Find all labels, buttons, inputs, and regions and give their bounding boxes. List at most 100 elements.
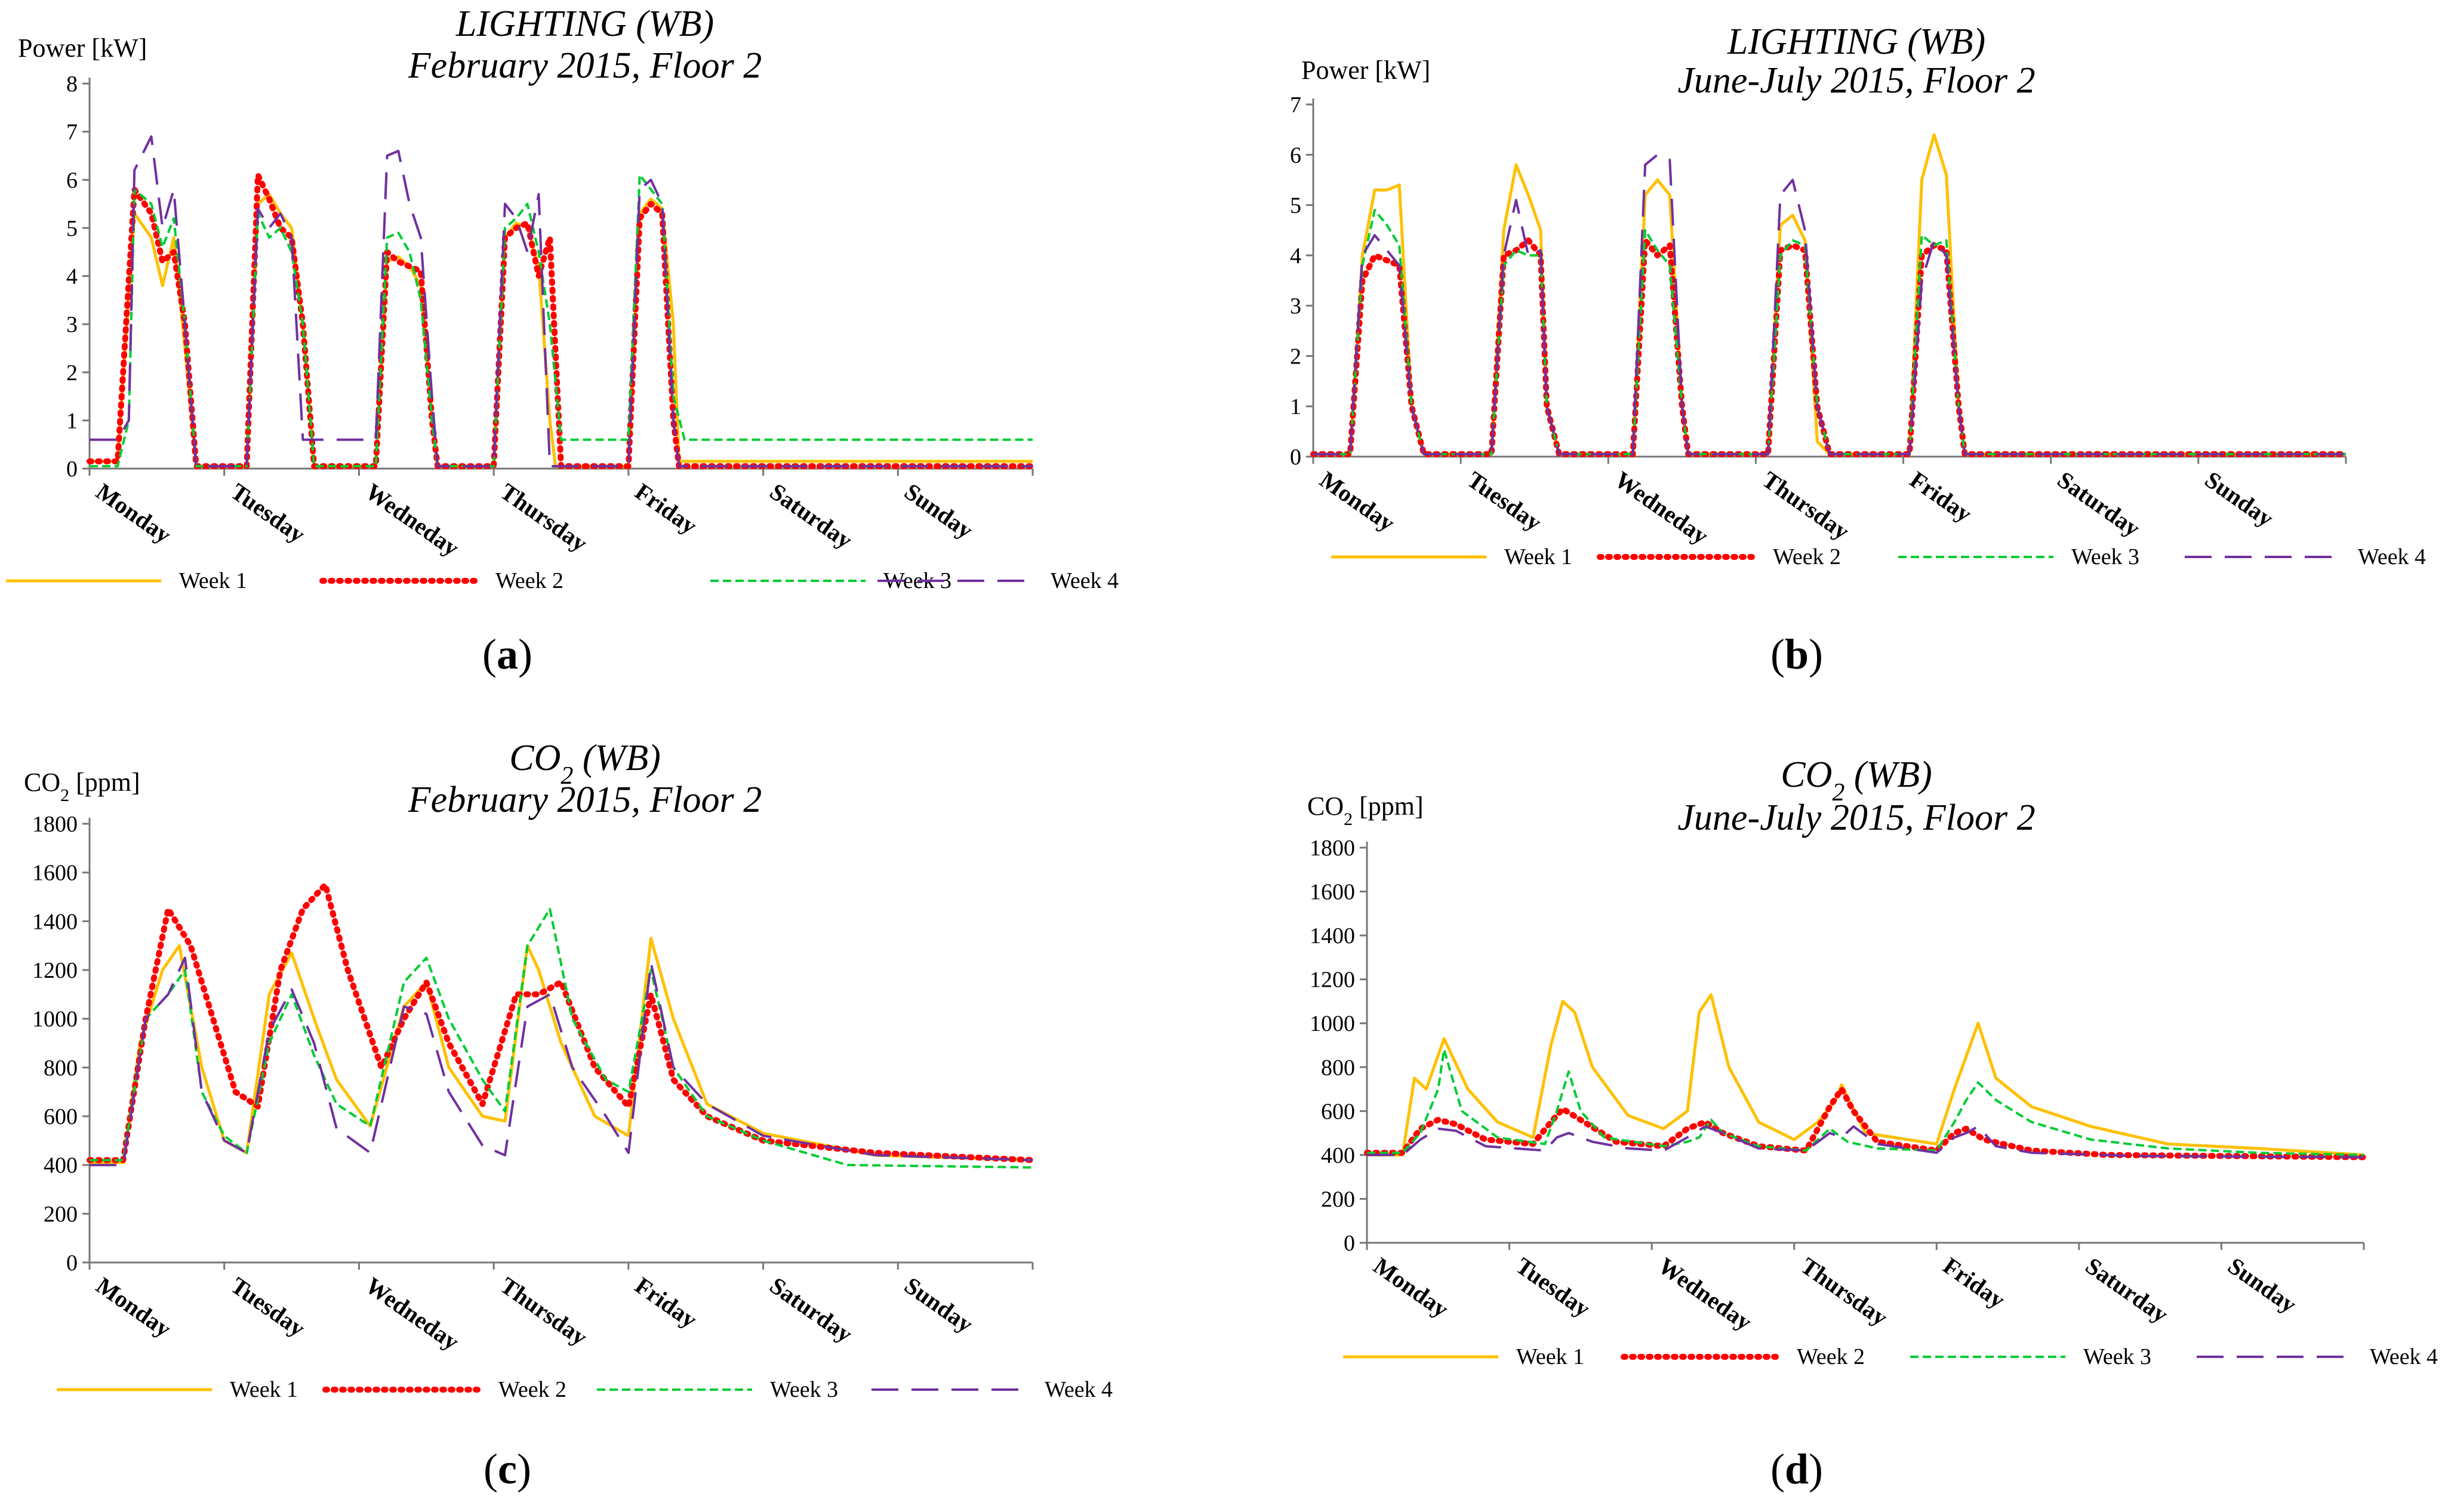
y-tick-label: 1400 [1310,923,1355,949]
chart-subtitle: February 2015, Floor 2 [408,780,762,820]
y-tick-label: 1200 [32,958,78,983]
chart-panel-b: LIGHTING (WB)June-July 2015, Floor 2 Powe… [1290,21,2426,678]
legend-label-week-2: Week 2 [498,1377,566,1402]
y-tick-label: 1600 [32,861,78,886]
chart-title: LIGHTING (WB) [1727,21,1985,62]
legend-label-week-1: Week 1 [230,1377,298,1402]
x-tick-label: Tuesday [1462,466,1547,537]
x-tick-label: Thursday [1757,466,1854,546]
y-tick-label: 3 [66,312,78,337]
x-tick-label: Tuesday [226,478,310,549]
x-tick-label: Saturday [2053,466,2145,542]
y-tick-label: 1000 [32,1007,78,1032]
y-tick-label: 1800 [32,812,78,837]
legend-label-week-4: Week 4 [1051,568,1119,593]
x-tick-label: Saturday [2081,1252,2173,1328]
y-tick-label: 400 [1321,1143,1355,1168]
series-line-week-4 [90,135,1033,467]
x-tick-label: Friday [1905,466,1976,528]
x-tick-label: Saturday [765,1272,857,1348]
y-tick-label: 1200 [1310,968,1355,993]
series-line-week-4 [1367,1125,2364,1159]
y-tick-label: 600 [1321,1099,1355,1124]
series-line-week-4 [90,956,1033,1166]
x-tick-label: Sunday [2223,1252,2301,1319]
y-tick-label: 0 [1290,445,1301,470]
x-tick-label: Wedneday [1610,466,1713,550]
legend-label-week-4: Week 4 [2358,544,2426,569]
y-tick-label: 800 [1321,1055,1355,1080]
y-tick-label: 200 [44,1202,78,1227]
chart-panel-a: LIGHTING (WB)February 2015, Floor 2 Power… [6,4,1119,678]
y-tick-label: 0 [1344,1231,1355,1256]
x-tick-label: Tuesday [226,1272,310,1342]
series-line-week-1 [1313,133,2346,456]
y-tick-label: 6 [66,168,78,193]
chart-subtitle: June-July 2015, Floor 2 [1677,797,2035,838]
y-tick-label: 1 [1290,395,1301,420]
series-line-week-1 [90,937,1033,1165]
y-tick-label: 4 [66,264,78,290]
x-tick-label: Tuesday [1511,1252,1595,1323]
y-tick-label: 2 [1290,344,1301,369]
y-axis-label: CO2 [ppm] [24,768,140,805]
x-tick-label: Friday [630,1272,702,1334]
x-tick-label: Wedneday [361,478,464,562]
legend-label-week-1: Week 1 [179,568,247,593]
legend-label-week-3: Week 3 [2071,544,2139,569]
y-axis-label: Power [kW] [18,33,147,63]
x-tick-label: Monday [1369,1252,1454,1323]
y-tick-label: 0 [66,1251,78,1276]
panel-label: (c) [484,1445,531,1493]
legend-label-week-2: Week 2 [1773,544,1841,569]
y-tick-label: 4 [1290,244,1301,269]
y-tick-label: 1400 [32,909,78,934]
series-line-week-3 [90,907,1033,1169]
panel-label: (d) [1770,1445,1823,1493]
y-tick-label: 1600 [1310,880,1355,905]
y-tick-label: 400 [44,1153,78,1178]
y-tick-label: 7 [1290,93,1301,118]
y-tick-label: 1 [66,408,78,433]
series-line-week-2 [1364,1086,2367,1160]
y-tick-label: 800 [44,1055,78,1080]
x-tick-label: Monday [91,1272,176,1342]
y-tick-label: 3 [1290,294,1301,319]
chart-subtitle: February 2015, Floor 2 [408,45,762,86]
y-tick-label: 200 [1321,1187,1355,1212]
x-tick-label: Friday [1938,1252,2010,1314]
y-tick-label: 1000 [1310,1011,1355,1036]
y-tick-label: 600 [44,1104,78,1129]
x-tick-label: Sunday [2200,466,2278,532]
y-tick-label: 0 [66,457,78,482]
legend-label-week-1: Week 1 [1516,1344,1584,1369]
x-tick-label: Thursday [495,1272,592,1351]
y-axis-label: CO2 [ppm] [1307,792,1424,829]
x-tick-label: Saturday [765,478,857,554]
series-line-week-2 [87,882,1036,1163]
y-tick-label: 6 [1290,143,1301,168]
series-line-week-3 [1367,1048,2364,1156]
legend-label-week-2: Week 2 [495,568,563,593]
chart-title: LIGHTING (WB) [455,4,714,44]
legend-label-week-1: Week 1 [1504,544,1572,569]
legend-label-week-4: Week 4 [2370,1344,2438,1369]
legend-label-week-3: Week 3 [2083,1344,2151,1369]
series-line-week-1 [1367,993,2364,1157]
y-tick-label: 1800 [1310,836,1355,861]
series-line-week-3 [1313,209,2346,455]
y-tick-label: 7 [66,120,78,145]
y-tick-label: 2 [66,361,78,386]
y-tick-label: 5 [1290,193,1301,218]
series-line-week-4 [1313,153,2346,455]
legend-label-week-4: Week 4 [1045,1377,1113,1402]
x-tick-label: Sunday [900,478,978,544]
legend-label-week-3: Week 3 [770,1377,838,1402]
x-tick-label: Wedneday [361,1272,464,1356]
x-tick-label: Sunday [900,1272,978,1338]
series-line-week-2 [1310,237,2349,457]
chart-subtitle: June-July 2015, Floor 2 [1677,60,2035,101]
